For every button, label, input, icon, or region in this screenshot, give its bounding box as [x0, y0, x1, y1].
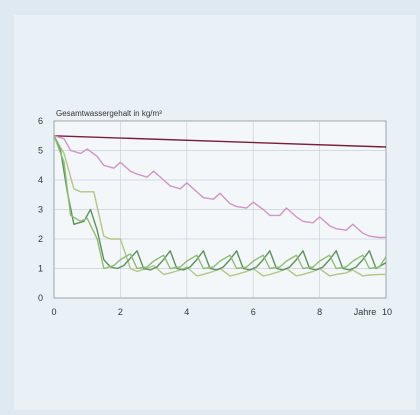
y-tick-label: 1 [38, 264, 43, 274]
y-tick-label: 4 [38, 175, 43, 185]
x-tick-label: 10 [382, 307, 392, 317]
chart-title: Gesamtwassergehalt in kg/m³ [56, 109, 162, 118]
x-tick-label: 0 [51, 307, 56, 317]
x-tick-label: 2 [118, 307, 123, 317]
series-layer [53, 135, 387, 277]
series-line-5 [53, 135, 387, 270]
series-line-1 [53, 135, 387, 148]
y-tick-label: 2 [38, 234, 43, 244]
series-line-3 [53, 135, 386, 277]
y-tick-labels: 0 1 2 3 4 5 6 [38, 116, 43, 303]
y-tick-label: 3 [38, 205, 43, 215]
series-line-2 [53, 135, 386, 239]
x-tick-label: 6 [251, 307, 256, 317]
x-tick-labels: 0 2 4 6 8 10 [51, 307, 392, 317]
y-tick-label: 6 [38, 116, 43, 126]
series-line-4 [53, 135, 387, 271]
y-tick-label: 0 [38, 293, 43, 303]
x-tick-label: 8 [317, 307, 322, 317]
y-tick-label: 5 [38, 146, 43, 156]
x-tick-label: 4 [184, 307, 189, 317]
x-axis-label: Jahre [354, 307, 377, 317]
